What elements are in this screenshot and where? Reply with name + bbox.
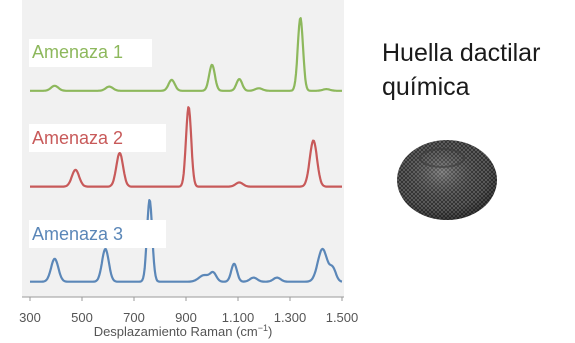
series-label-1: Amenaza 1 [32, 42, 123, 62]
series-line-2 [29, 106, 343, 188]
series-label-box-3 [29, 220, 166, 248]
series-layer [29, 17, 343, 283]
series-label-box-1 [29, 39, 152, 67]
series-line-1 [29, 17, 343, 92]
scrubber-sponge-icon [397, 140, 497, 220]
side-title: Huella dactilar química [382, 36, 572, 104]
series-label-3: Amenaza 3 [32, 224, 123, 244]
x-tick-label: 700 [123, 310, 145, 325]
side-title-line-2: química [382, 73, 470, 101]
x-tick-label: 1.500 [326, 310, 359, 325]
x-tick-label: 300 [19, 310, 41, 325]
series-label-box-2 [29, 124, 166, 152]
side-title-line-1: Huella dactilar [382, 39, 541, 67]
x-axis-title: Desplazamiento Raman (cm−1) [94, 323, 273, 339]
series-line-3 [29, 199, 343, 283]
series-label-2: Amenaza 2 [32, 128, 123, 148]
x-tick-label: 500 [71, 310, 93, 325]
x-tick-label: 1.300 [274, 310, 307, 325]
x-ticks-layer: 300 500 700 900 1.100 1.300 1.500 [19, 297, 358, 325]
series-labels-layer: Amenaza 1 Amenaza 2 Amenaza 3 [29, 39, 166, 248]
x-tick-label: 900 [175, 310, 197, 325]
x-tick-label: 1.100 [222, 310, 255, 325]
